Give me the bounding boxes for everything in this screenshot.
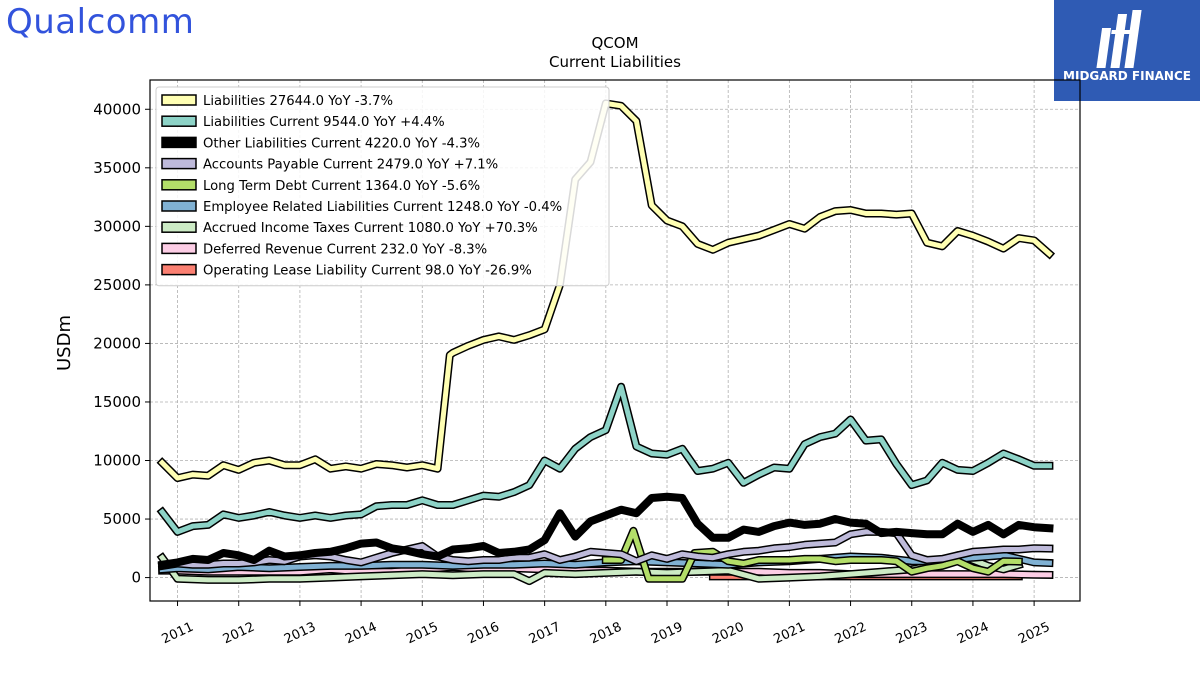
x-tick-label: 2012: [221, 620, 257, 648]
x-tick-label: 2014: [343, 620, 379, 648]
x-tick-label: 2024: [955, 620, 991, 648]
y-tick-label: 20000: [93, 334, 141, 352]
y-tick-label: 40000: [93, 100, 141, 118]
midgard-emblem-icon: [1096, 10, 1142, 68]
qualcomm-logo: Qualcomm: [6, 2, 195, 42]
series-line-long-term-debt-current: [603, 528, 1022, 582]
y-tick-label: 25000: [93, 276, 141, 294]
legend-swatch-liabilities-current: [161, 115, 197, 127]
x-tick-label: 2018: [588, 620, 624, 648]
legend-entry-employee-related-liabilities-current: Employee Related Liabilities Current 124…: [203, 200, 562, 215]
y-tick-label: 35000: [93, 159, 141, 177]
legend-entry-accounts-payable-current: Accounts Payable Current 2479.0 YoY +7.1…: [203, 158, 498, 173]
legend-swatch-operating-lease-liability-current: [161, 263, 197, 276]
y-tick-label: 15000: [93, 393, 141, 411]
x-tick-label: 2021: [771, 620, 807, 648]
x-tick-label: 2017: [527, 620, 563, 648]
x-tick-label: 2011: [160, 620, 196, 648]
legend-entry-operating-lease-liability-current: Operating Lease Liability Current 98.0 Y…: [203, 264, 532, 279]
y-tick-label: 30000: [93, 217, 141, 235]
x-tick-label: 2013: [282, 620, 318, 648]
y-axis-label: USDm: [54, 315, 75, 371]
x-tick-label: 2025: [1016, 620, 1052, 648]
y-tick-label: 0: [131, 569, 141, 587]
legend-entry-liabilities: Liabilities 27644.0 YoY -3.7%: [203, 94, 393, 109]
chart-subtitle: Current Liabilities: [549, 53, 681, 71]
x-tick-label: 2019: [649, 620, 685, 648]
chart-title: QCOM: [591, 34, 638, 52]
midgard-finance-logo: MIDGARD FINANCE: [1054, 0, 1200, 101]
legend-swatch-deferred-revenue-current: [161, 242, 197, 255]
legend-box: [155, 86, 610, 287]
legend-entry-liabilities-current: Liabilities Current 9544.0 YoY +4.4%: [203, 115, 445, 130]
x-tick-label: 2016: [465, 620, 501, 648]
series-line-other-liabilities-current: [157, 492, 1054, 570]
legend-swatch-liabilities: [161, 94, 197, 106]
series-line-liabilities-current: [158, 384, 1052, 535]
legend-entry-long-term-debt-current: Long Term Debt Current 1364.0 YoY -5.6%: [203, 179, 480, 194]
legend-swatch-long-term-debt-current: [161, 179, 197, 191]
legend-entry-other-liabilities-current: Other Liabilities Current 4220.0 YoY -4.…: [203, 136, 480, 151]
legend-swatch-accrued-income-taxes-current: [161, 221, 197, 233]
legend-swatch-other-liabilities-current: [161, 136, 197, 149]
y-tick-label: 10000: [93, 452, 141, 470]
x-tick-label: 2020: [710, 620, 746, 648]
legend-swatch-employee-related-liabilities-current: [161, 200, 197, 212]
midgard-finance-text: MIDGARD FINANCE: [1063, 69, 1191, 83]
legend-swatch-accounts-payable-current: [161, 157, 197, 170]
y-tick-label: 5000: [103, 510, 141, 528]
x-tick-label: 2022: [833, 620, 869, 648]
plot-frame: [149, 79, 1081, 602]
legend-entry-deferred-revenue-current: Deferred Revenue Current 232.0 YoY -8.3%: [203, 242, 487, 257]
x-tick-label: 2015: [404, 620, 440, 648]
x-tick-label: 2023: [894, 620, 930, 648]
legend-entry-accrued-income-taxes-current: Accrued Income Taxes Current 1080.0 YoY …: [203, 221, 538, 236]
legend: Liabilities 27644.0 YoY -3.7% Liabilities…: [155, 86, 610, 287]
